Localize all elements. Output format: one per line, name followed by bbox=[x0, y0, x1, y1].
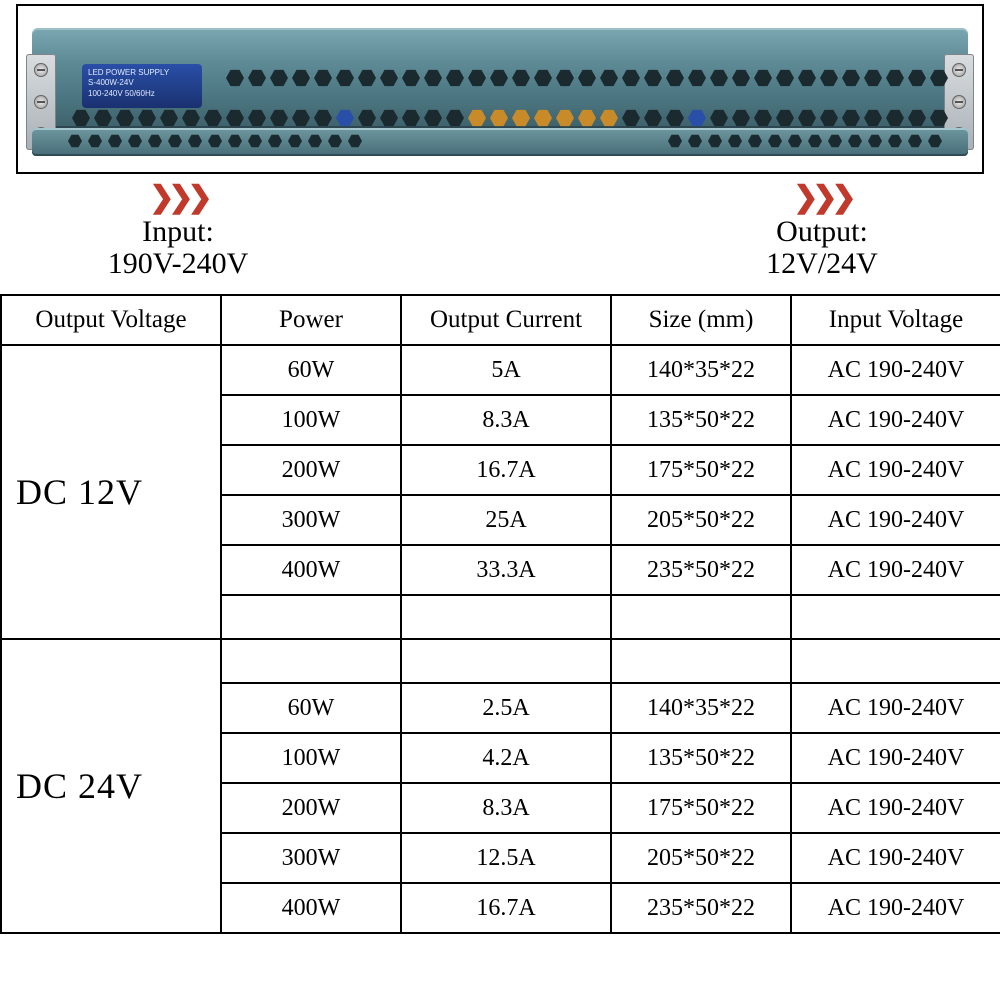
table-cell: 140*35*22 bbox=[611, 345, 791, 395]
table-cell: 100W bbox=[221, 733, 401, 783]
table-cell: 60W bbox=[221, 683, 401, 733]
table-cell: 175*50*22 bbox=[611, 783, 791, 833]
table-cell: 5A bbox=[401, 345, 611, 395]
col-output-voltage: Output Voltage bbox=[1, 295, 221, 345]
table-cell bbox=[611, 639, 791, 683]
input-value: 190V-240V bbox=[48, 247, 308, 281]
input-label: Input: bbox=[48, 215, 308, 249]
table-cell: 175*50*22 bbox=[611, 445, 791, 495]
table-cell: 400W bbox=[221, 545, 401, 595]
table-cell: AC 190-240V bbox=[791, 545, 1000, 595]
table-cell: 4.2A bbox=[401, 733, 611, 783]
table-body: DC 12V60W5A140*35*22AC 190-240V100W8.3A1… bbox=[1, 345, 1000, 933]
group-label: DC 24V bbox=[1, 639, 221, 933]
table-cell bbox=[791, 595, 1000, 639]
table-cell bbox=[401, 595, 611, 639]
psu-bottom-rail bbox=[32, 128, 968, 156]
table-cell: 2.5A bbox=[401, 683, 611, 733]
table-cell: AC 190-240V bbox=[791, 783, 1000, 833]
table-cell: 135*50*22 bbox=[611, 395, 791, 445]
table-cell: 8.3A bbox=[401, 395, 611, 445]
table-cell: 60W bbox=[221, 345, 401, 395]
output-block: ❯❯❯ Output: 12V/24V bbox=[692, 180, 952, 281]
io-labels-row: ❯❯❯ Input: 190V-240V ❯❯❯ Output: 12V/24V bbox=[0, 180, 1000, 290]
table-cell: 16.7A bbox=[401, 445, 611, 495]
table-cell bbox=[791, 639, 1000, 683]
table-cell: 135*50*22 bbox=[611, 733, 791, 783]
table-cell: 205*50*22 bbox=[611, 833, 791, 883]
rail-vent-holes bbox=[68, 134, 932, 150]
spec-table: Output Voltage Power Output Current Size… bbox=[0, 294, 1000, 934]
arrow-icon: ❯❯❯ bbox=[692, 180, 952, 215]
table-header-row: Output Voltage Power Output Current Size… bbox=[1, 295, 1000, 345]
output-value: 12V/24V bbox=[692, 247, 952, 281]
product-image-frame: LED POWER SUPPLY S-400W-24V 100-240V 50/… bbox=[16, 4, 984, 174]
psu-body: LED POWER SUPPLY S-400W-24V 100-240V 50/… bbox=[32, 28, 968, 128]
table-cell: 235*50*22 bbox=[611, 883, 791, 933]
table-row: DC 12V60W5A140*35*22AC 190-240V bbox=[1, 345, 1000, 395]
col-output-current: Output Current bbox=[401, 295, 611, 345]
output-label: Output: bbox=[692, 215, 952, 249]
table-cell: 12.5A bbox=[401, 833, 611, 883]
table-cell: 300W bbox=[221, 833, 401, 883]
table-cell: AC 190-240V bbox=[791, 345, 1000, 395]
table-cell: AC 190-240V bbox=[791, 883, 1000, 933]
table-row: DC 24V bbox=[1, 639, 1000, 683]
table-cell: 100W bbox=[221, 395, 401, 445]
table-cell: AC 190-240V bbox=[791, 733, 1000, 783]
table-cell: 140*35*22 bbox=[611, 683, 791, 733]
table-cell: AC 190-240V bbox=[791, 395, 1000, 445]
table-cell bbox=[221, 639, 401, 683]
col-power: Power bbox=[221, 295, 401, 345]
table-cell bbox=[401, 639, 611, 683]
table-cell: 25A bbox=[401, 495, 611, 545]
group-label: DC 12V bbox=[1, 345, 221, 639]
table-cell: AC 190-240V bbox=[791, 683, 1000, 733]
table-cell: 200W bbox=[221, 783, 401, 833]
table-cell: 8.3A bbox=[401, 783, 611, 833]
table-cell bbox=[221, 595, 401, 639]
table-cell: AC 190-240V bbox=[791, 445, 1000, 495]
table-cell: 200W bbox=[221, 445, 401, 495]
vent-row-top bbox=[72, 60, 928, 96]
table-cell: 235*50*22 bbox=[611, 545, 791, 595]
table-cell: 300W bbox=[221, 495, 401, 545]
arrow-icon: ❯❯❯ bbox=[48, 180, 308, 215]
table-cell: 205*50*22 bbox=[611, 495, 791, 545]
table-cell: 400W bbox=[221, 883, 401, 933]
col-input-voltage: Input Voltage bbox=[791, 295, 1000, 345]
col-size: Size (mm) bbox=[611, 295, 791, 345]
table-cell: AC 190-240V bbox=[791, 495, 1000, 545]
table-cell: 33.3A bbox=[401, 545, 611, 595]
table-cell: AC 190-240V bbox=[791, 833, 1000, 883]
input-block: ❯❯❯ Input: 190V-240V bbox=[48, 180, 308, 281]
table-cell: 16.7A bbox=[401, 883, 611, 933]
table-cell bbox=[611, 595, 791, 639]
